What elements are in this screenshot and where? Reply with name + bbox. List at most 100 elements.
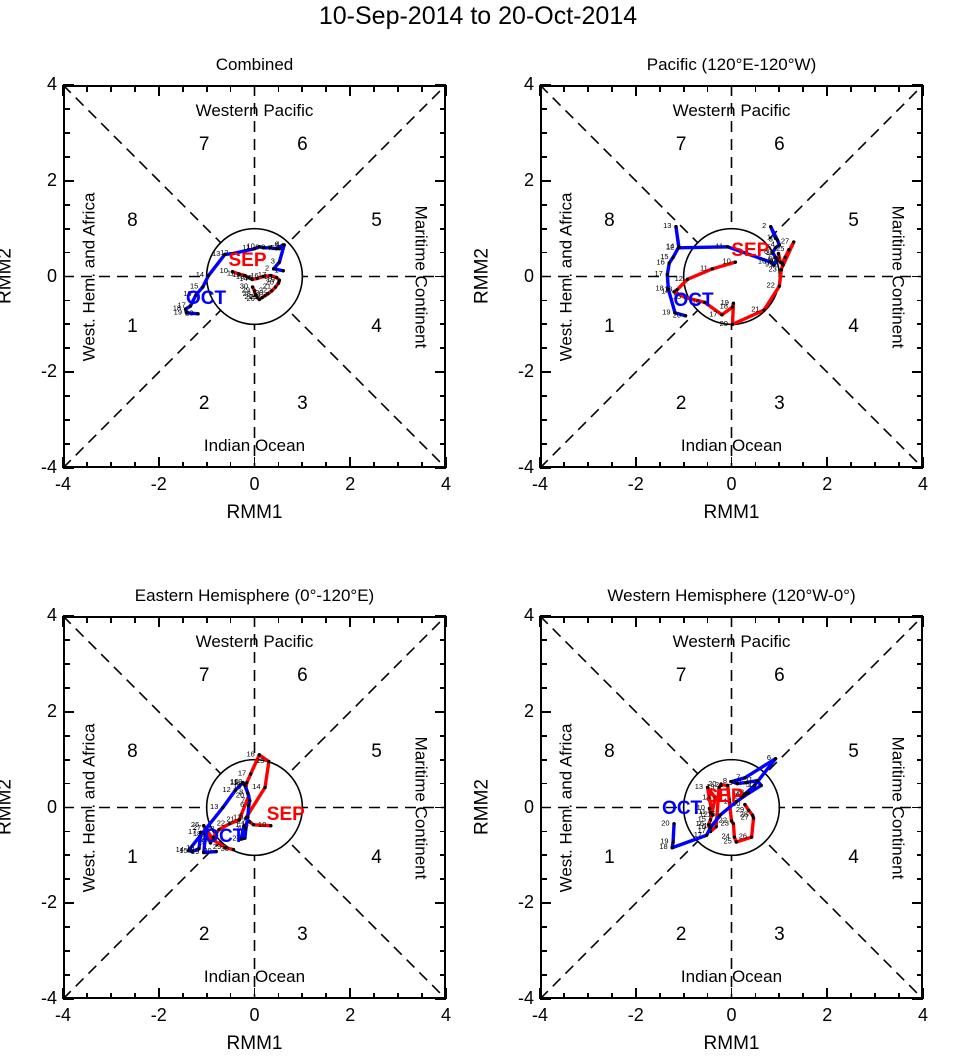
x-tick-label: 4: [917, 474, 928, 494]
phase-number-7: 7: [675, 665, 687, 687]
x-tick-label: -2: [627, 474, 644, 494]
data-point-label: 13: [210, 802, 218, 811]
y-tick-label: 4: [523, 605, 534, 625]
data-point: [257, 245, 261, 249]
y-tick-right: [916, 131, 923, 134]
x-tick-top: [301, 616, 304, 623]
data-point: [752, 783, 757, 788]
month-label-sep: SEP: [228, 249, 267, 271]
y-tick-right: [916, 251, 923, 254]
x-tick-top: [253, 616, 256, 627]
x-tick: [563, 992, 565, 999]
data-point-label: 5: [746, 780, 750, 789]
data-point: [224, 846, 228, 850]
y-tick: [540, 926, 547, 929]
x-tick-top: [62, 616, 64, 627]
y-tick-label: -4: [40, 988, 57, 1008]
y-tick: [63, 926, 70, 929]
y-tick: [540, 419, 547, 422]
data-point-label: 16: [656, 258, 664, 267]
y-tick: [540, 395, 547, 398]
x-tick-top: [706, 85, 709, 92]
x-tick: [634, 457, 637, 468]
data-point: [211, 835, 216, 839]
y-tick-right: [435, 84, 446, 86]
panel-1: Combined10111213141516171819202122232425…: [0, 55, 451, 523]
y-tick-right: [439, 347, 446, 350]
x-tick-top: [397, 616, 400, 623]
y-tick-right: [435, 998, 446, 1000]
data-point: [243, 783, 247, 788]
data-point-label: 9: [255, 242, 259, 251]
data-point: [778, 260, 783, 264]
data-point-label: 2: [762, 221, 766, 230]
data-point: [706, 823, 711, 827]
data-point-label: 9: [236, 780, 240, 789]
data-point: [248, 772, 253, 776]
data-point-label: 12: [700, 810, 708, 819]
data-point: [227, 822, 232, 826]
data-point: [673, 311, 677, 315]
x-tick: [610, 461, 613, 468]
x-tick-top: [634, 85, 637, 96]
x-tick-top: [730, 616, 733, 627]
y-tick: [540, 84, 551, 86]
data-point-label: 1: [732, 791, 736, 800]
data-point-label: 20: [185, 308, 193, 317]
data-point: [197, 846, 201, 851]
data-point-label: 19: [721, 298, 729, 307]
data-point: [274, 247, 279, 251]
data-point-label: 13: [663, 221, 671, 230]
data-point: [203, 832, 208, 837]
data-point-label: 7: [736, 772, 740, 781]
data-point-label: 17: [655, 269, 663, 278]
x-tick-top: [349, 85, 352, 96]
data-point: [755, 778, 760, 783]
y-tick-right: [435, 902, 446, 905]
data-point: [749, 835, 754, 839]
data-point-label: 20: [720, 319, 728, 328]
data-point-label: 18: [264, 272, 272, 281]
data-point-label: 1: [767, 233, 771, 242]
y-tick-right: [916, 639, 923, 641]
data-point: [231, 251, 235, 256]
x-tick-top: [349, 616, 352, 627]
x-tick: [682, 461, 685, 468]
x-tick-label: -2: [627, 1005, 644, 1025]
x-tick: [181, 992, 184, 999]
y-tick: [540, 443, 547, 445]
y-tick-right: [916, 155, 923, 158]
x-tick-top: [539, 616, 541, 627]
phase-number-2: 2: [675, 392, 687, 414]
y-tick-right: [916, 419, 923, 422]
y-tick-right: [912, 467, 923, 469]
data-point-label: 16: [250, 271, 258, 280]
y-tick: [540, 662, 547, 665]
phase-number-8: 8: [604, 209, 615, 231]
data-point-label: 19: [191, 847, 199, 856]
y-axis-title: RMM2: [0, 247, 15, 304]
data-point-label: 14: [176, 845, 184, 854]
x-tick-top: [86, 85, 88, 92]
y-tick-right: [916, 203, 923, 206]
x-tick: [898, 461, 900, 468]
data-point-label: 2: [265, 263, 269, 272]
y-tick: [63, 974, 70, 976]
y-tick-right: [439, 251, 446, 254]
x-tick: [349, 457, 352, 468]
y-tick: [63, 806, 74, 809]
y-tick-label: 2: [46, 169, 57, 190]
data-point: [242, 823, 246, 828]
y-tick-right: [916, 299, 923, 302]
data-point-label: 23: [768, 264, 776, 273]
data-point-label: 4: [771, 239, 775, 248]
data-point-label: 14: [196, 270, 204, 279]
x-tick: [922, 457, 924, 468]
y-tick: [540, 686, 547, 689]
x-tick-top: [539, 85, 541, 96]
y-tick: [540, 347, 547, 350]
x-tick: [682, 992, 685, 999]
data-point: [771, 263, 776, 267]
phase-number-5: 5: [848, 740, 859, 762]
